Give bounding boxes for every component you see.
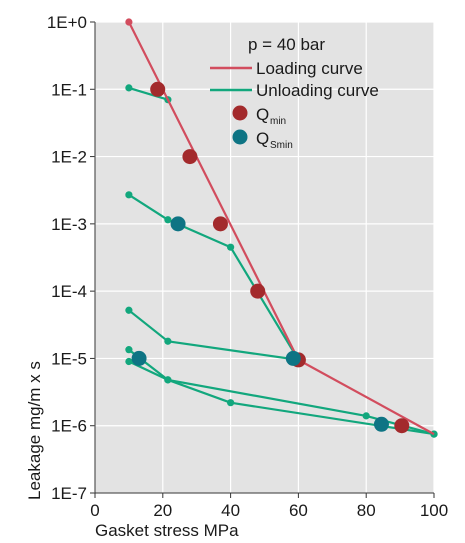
legend-swatch-marker <box>232 105 248 121</box>
legend: p = 40 bar Loading curve Unloading curve Q m… <box>210 35 379 151</box>
unloading-point <box>164 216 172 224</box>
q-min-marker <box>212 216 228 232</box>
legend-label: Q <box>256 129 269 148</box>
x-tick-label: 0 <box>90 501 99 520</box>
q-markers <box>131 81 410 434</box>
unloading-curve-line <box>128 360 435 436</box>
legend-label: Unloading curve <box>256 81 379 100</box>
x-tick-label: 80 <box>357 501 376 520</box>
unloading-curve-line <box>128 86 169 101</box>
x-tick-label: 100 <box>420 501 448 520</box>
y-tick-label: 1E+0 <box>47 13 87 32</box>
q-min-marker <box>150 81 166 97</box>
legend-title: p = 40 bar <box>248 35 325 54</box>
unloading-point <box>125 306 133 314</box>
unloading-point <box>227 243 235 251</box>
legend-label-subscript: min <box>270 116 286 127</box>
q-min-marker <box>250 283 266 299</box>
unloading-point <box>125 357 133 366</box>
loading-point <box>125 18 133 26</box>
q-smin-marker <box>373 416 389 432</box>
legend-swatch-marker <box>232 129 248 145</box>
legend-label: Q <box>256 105 269 124</box>
x-tick-labels: 0 20 40 60 80 100 <box>90 501 448 520</box>
unloading-point <box>125 191 133 199</box>
unloading-point <box>164 337 172 345</box>
y-tick-label: 1E-3 <box>51 215 87 234</box>
unloading-point <box>362 412 370 420</box>
axes <box>94 22 434 494</box>
q-smin-marker <box>285 350 301 366</box>
q-min-marker <box>394 418 410 434</box>
q-smin-marker <box>131 350 147 366</box>
y-tick-label: 1E-2 <box>51 148 87 167</box>
legend-label-subscript: Smin <box>270 140 293 151</box>
y-tick-labels: 1E+0 1E-1 1E-2 1E-3 1E-4 1E-5 1E-6 1E-7 <box>47 13 87 503</box>
y-tick-label: 1E-5 <box>51 349 87 368</box>
y-tick-label: 1E-6 <box>51 417 87 436</box>
unloading-point <box>227 399 235 407</box>
unloading-curve-line <box>128 193 300 361</box>
y-axis-label: Leakage mg/m x s <box>25 361 44 500</box>
unloading-point <box>164 376 172 384</box>
x-tick-label: 60 <box>289 501 308 520</box>
q-min-marker <box>182 149 198 165</box>
y-tick-label: 1E-7 <box>51 484 87 503</box>
x-tick-label: 20 <box>153 501 172 520</box>
x-tick-label: 40 <box>221 501 240 520</box>
q-smin-marker <box>170 216 186 232</box>
unloading-point <box>125 346 133 354</box>
legend-label: Loading curve <box>256 59 363 78</box>
plot-background <box>95 22 434 493</box>
y-tick-label: 1E-1 <box>51 80 87 99</box>
unloading-point <box>125 84 133 92</box>
x-axis-label: Gasket stress MPa <box>95 521 239 540</box>
y-tick-label: 1E-4 <box>51 282 87 301</box>
